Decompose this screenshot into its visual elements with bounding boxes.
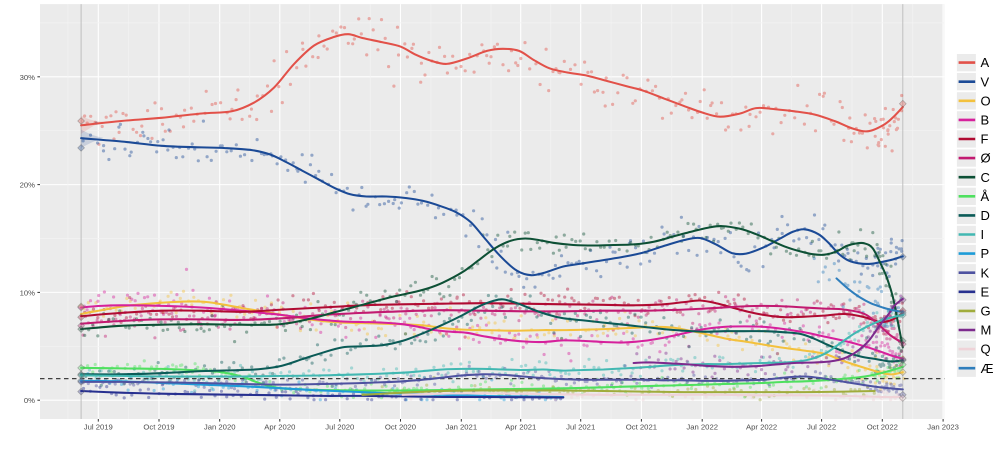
svg-text:Oct 2021: Oct 2021 [626,422,657,431]
svg-text:Jan 2021: Jan 2021 [445,422,477,431]
svg-text:A: A [981,55,990,70]
svg-text:Ø: Ø [981,151,991,166]
svg-text:Apr 2021: Apr 2021 [505,422,536,431]
svg-text:K: K [981,265,990,280]
svg-text:Apr 2020: Apr 2020 [264,422,295,431]
svg-text:Jul 2022: Jul 2022 [807,422,836,431]
svg-text:M: M [981,323,992,338]
svg-text:Jul 2019: Jul 2019 [84,422,113,431]
svg-text:Æ: Æ [981,361,994,376]
svg-text:Å: Å [981,189,990,204]
svg-text:Jul 2021: Jul 2021 [566,422,595,431]
svg-text:Jan 2023: Jan 2023 [927,422,959,431]
svg-text:F: F [981,132,989,147]
svg-text:I: I [981,227,985,242]
svg-text:20%: 20% [20,181,36,190]
svg-text:Apr 2022: Apr 2022 [746,422,777,431]
svg-text:Oct 2020: Oct 2020 [385,422,416,431]
svg-text:Q: Q [981,342,991,357]
svg-text:30%: 30% [20,73,36,82]
svg-text:Oct 2019: Oct 2019 [143,422,174,431]
svg-text:Jan 2022: Jan 2022 [686,422,718,431]
svg-text:O: O [981,93,991,108]
svg-text:V: V [981,74,990,89]
svg-text:P: P [981,246,990,261]
svg-text:Oct 2022: Oct 2022 [867,422,898,431]
svg-text:Jan 2020: Jan 2020 [204,422,236,431]
svg-text:10%: 10% [20,288,36,297]
svg-text:0%: 0% [24,396,35,405]
svg-text:D: D [981,208,990,223]
svg-text:E: E [981,284,990,299]
svg-text:C: C [981,170,990,185]
svg-text:B: B [981,113,990,128]
svg-text:Jul 2020: Jul 2020 [325,422,354,431]
svg-text:G: G [981,304,991,319]
